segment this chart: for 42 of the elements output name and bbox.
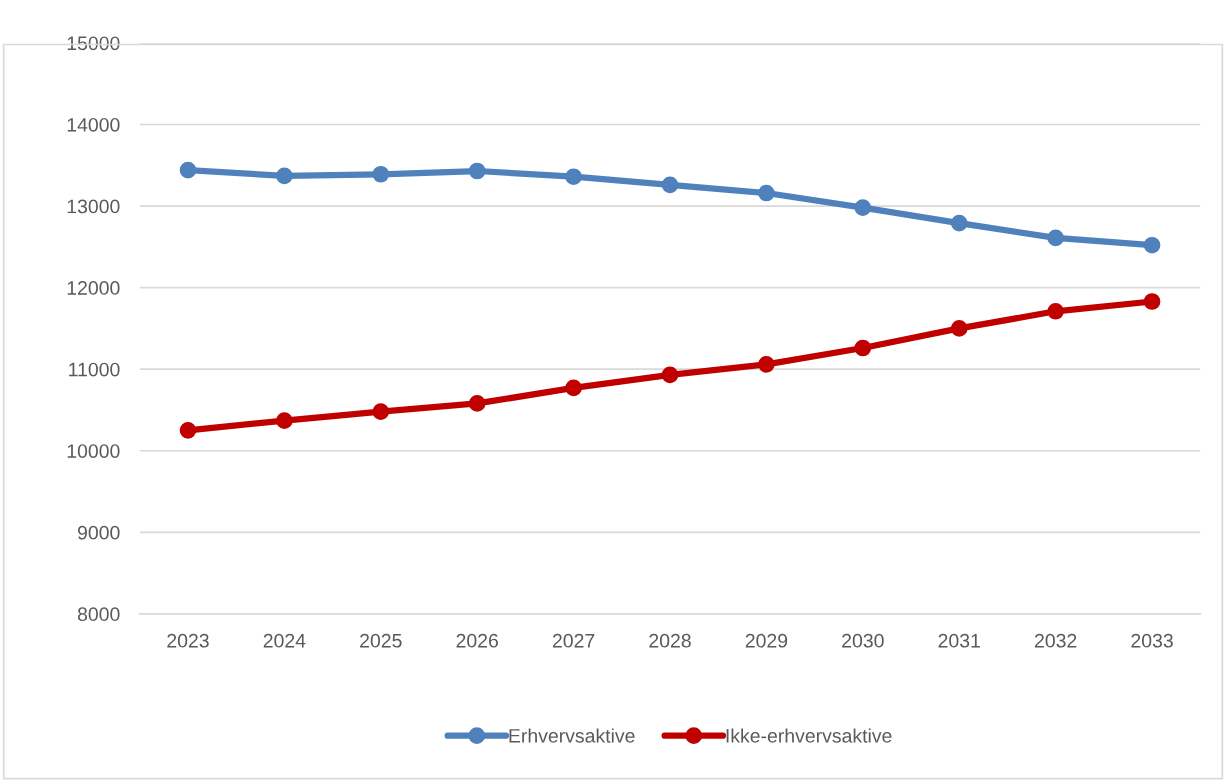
y-tick-label: 12000: [67, 281, 120, 295]
point: [758, 184, 775, 202]
x-tick-label: 2031: [938, 633, 980, 648]
y-tick-label: 8000: [77, 607, 120, 622]
point: [179, 161, 197, 179]
y-tick-label: 9000: [77, 525, 120, 540]
point: [565, 168, 582, 186]
x-tick-label: 2032: [1034, 633, 1077, 648]
x-tick-label: 2030: [842, 633, 884, 648]
point: [661, 366, 679, 384]
y-tick-label: 13000: [67, 199, 120, 214]
point: [758, 355, 775, 373]
point: [372, 165, 390, 183]
point: [854, 339, 872, 357]
y-tick-label: 10000: [67, 444, 120, 458]
point: [468, 162, 486, 180]
point: [854, 199, 872, 217]
point: [950, 214, 968, 232]
x-tick-label: 2026: [456, 633, 498, 648]
point: [276, 412, 293, 429]
x-tick-label: 2023: [167, 633, 209, 648]
y-tick-label: 11000: [69, 362, 120, 377]
point: [1143, 236, 1161, 254]
point: [1047, 302, 1064, 320]
point: [372, 403, 390, 420]
point: [468, 395, 486, 412]
point: [1143, 293, 1161, 310]
x-tick-label: 2025: [360, 633, 402, 648]
x-tick-label: 2033: [1131, 633, 1173, 648]
x-tick-label: 2029: [745, 633, 788, 648]
x-tick-label: 2027: [552, 633, 595, 648]
point: [276, 167, 293, 185]
y-tick-label: 14000: [67, 117, 120, 132]
legend-label: Erhvervsaktive: [509, 728, 635, 743]
point: [1047, 229, 1064, 247]
point: [565, 379, 582, 397]
x-tick-label: 2024: [263, 633, 306, 648]
point: [179, 422, 197, 439]
point: [661, 176, 679, 194]
x-tick-label: 2028: [649, 633, 691, 648]
point: [950, 320, 968, 337]
legend-label: Ikke-erhvervsaktive: [726, 728, 892, 743]
